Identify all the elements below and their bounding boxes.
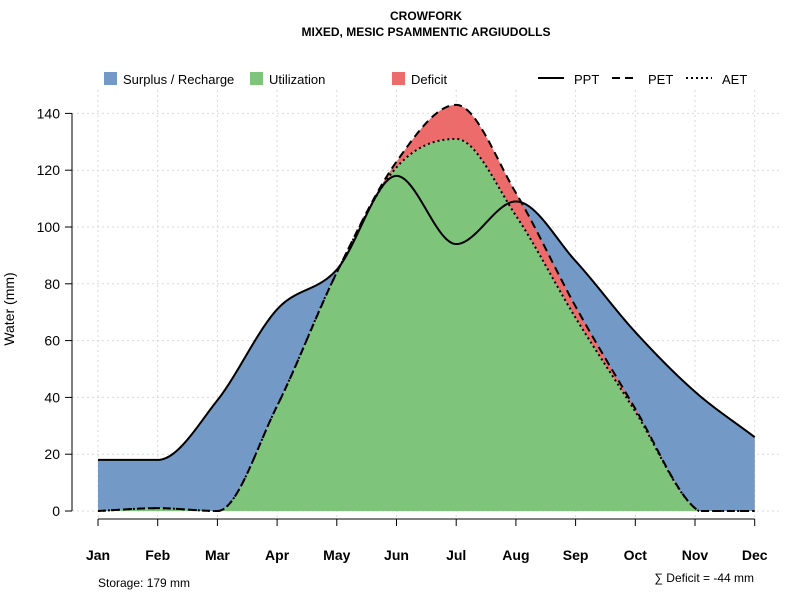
y-tick-label: 60: [44, 333, 60, 349]
legend-label-line: PPT: [574, 72, 599, 87]
surplus-recharge-area: [98, 175, 755, 511]
x-tick-label-dec: Dec: [742, 547, 768, 563]
utilization-area: [98, 138, 755, 511]
legend-label-area: Deficit: [411, 72, 448, 87]
y-tick-label: 80: [44, 276, 60, 292]
area-fills: [98, 104, 755, 511]
legend-label-area: Utilization: [269, 72, 325, 87]
legend-label-line: AET: [722, 72, 747, 87]
x-tick-label-nov: Nov: [682, 547, 709, 563]
chart-title: CROWFORK: [390, 9, 462, 23]
series-lines: [97, 103, 756, 512]
y-tick-label: 140: [37, 105, 61, 121]
legend: Surplus / Recharge Utilization Deficit PPT P…: [104, 72, 747, 87]
x-tick-label-apr: Apr: [265, 547, 290, 563]
y-tick-label: 0: [52, 503, 60, 519]
series-line-ppt: [98, 174, 756, 461]
legend-swatch-1: [250, 72, 263, 85]
axes: 0 20 40 60 80 100 120 140 Jan Feb Mar Apr May Jun Jul A…: [37, 105, 768, 563]
series-line-pet: [97, 103, 755, 512]
x-tick-label-mar: Mar: [205, 547, 230, 563]
legend-swatch-0: [104, 72, 117, 85]
y-axis-label: Water (mm): [1, 272, 17, 345]
legend-swatch-2: [392, 72, 405, 85]
chart-subtitle: MIXED, MESIC PSAMMENTIC ARGIUDOLLS: [302, 25, 551, 39]
y-tick-label: 120: [37, 162, 61, 178]
y-tick-label: 20: [44, 446, 60, 462]
storage-annotation: Storage: 179 mm: [98, 576, 190, 590]
x-tick-label-may: May: [323, 547, 350, 563]
deficit-annotation: ∑ Deficit = -44 mm: [654, 571, 754, 585]
y-tick-label: 40: [44, 389, 60, 405]
x-tick-label-aug: Aug: [502, 547, 529, 563]
legend-label-line: PET: [648, 72, 673, 87]
y-tick-label: 100: [37, 219, 61, 235]
x-tick-label-jan: Jan: [86, 547, 110, 563]
x-tick-label-jun: Jun: [384, 547, 409, 563]
x-tick-label-sep: Sep: [563, 547, 589, 563]
x-tick-label-oct: Oct: [624, 547, 648, 563]
x-tick-label-jul: Jul: [446, 547, 466, 563]
legend-label-area: Surplus / Recharge: [123, 72, 234, 87]
x-tick-label-feb: Feb: [145, 547, 170, 563]
